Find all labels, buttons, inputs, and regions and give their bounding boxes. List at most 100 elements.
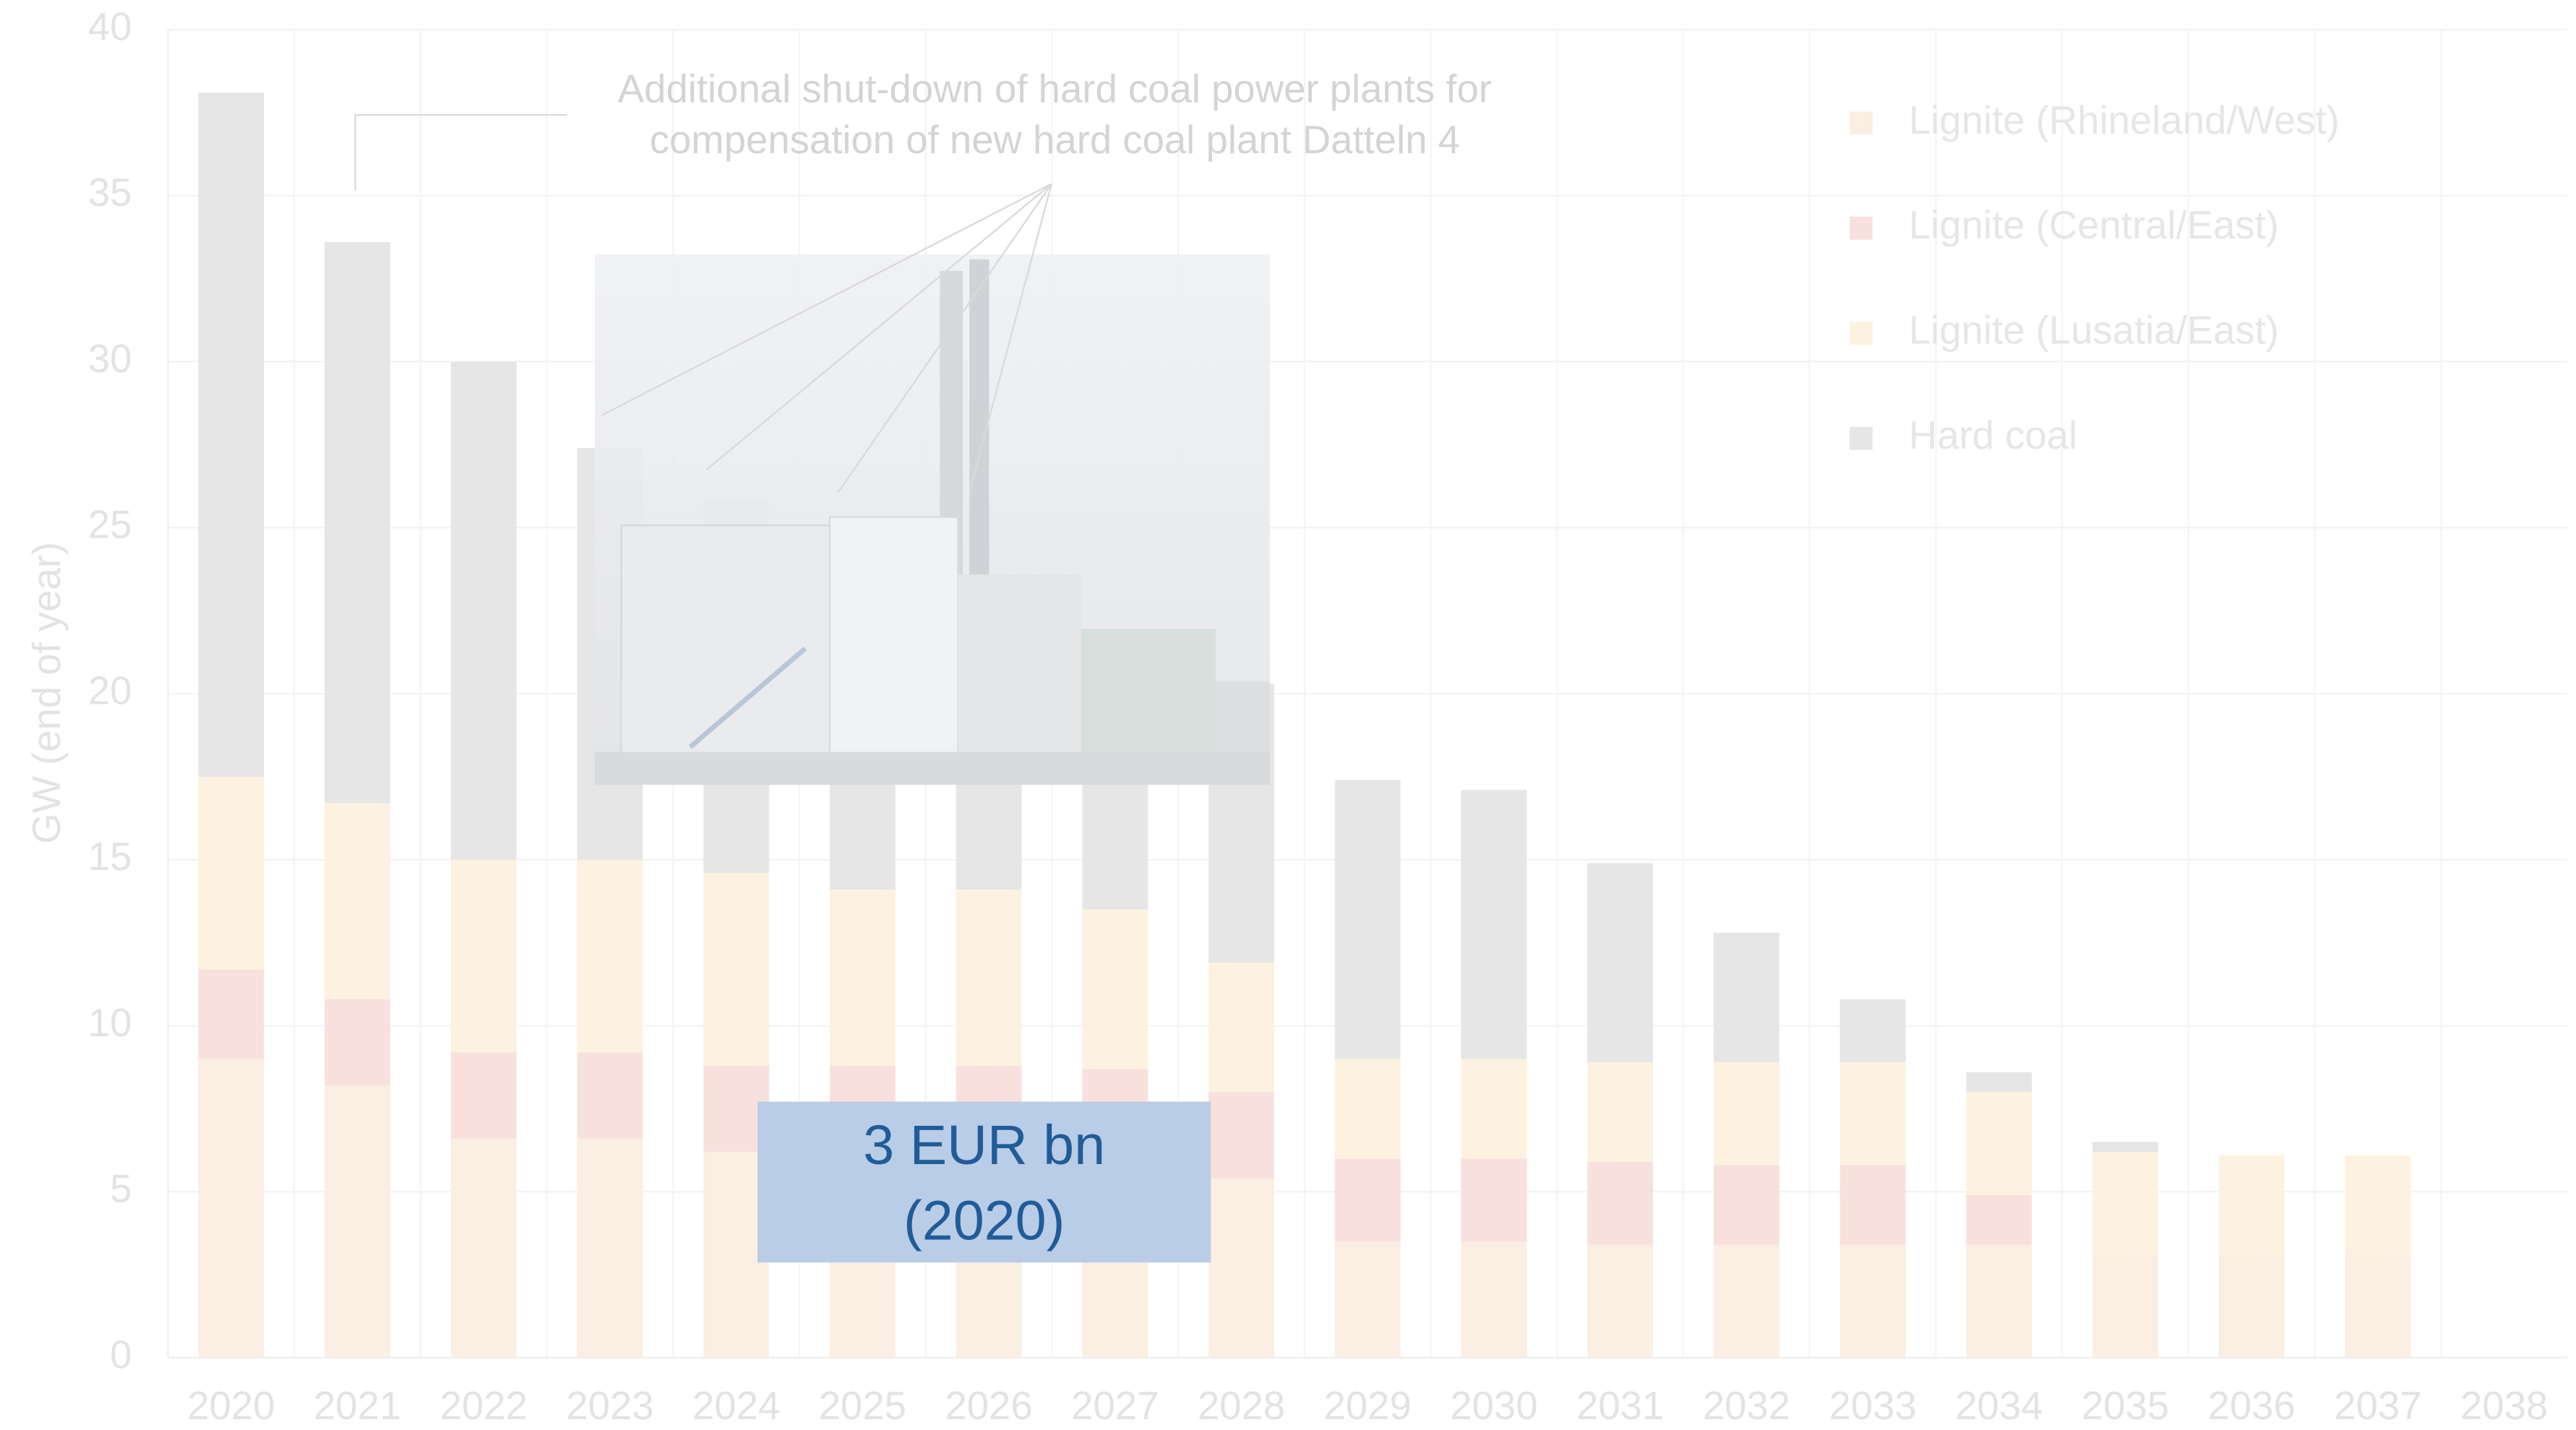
legend-label: Lignite (Lusatia/East)	[1909, 309, 2279, 353]
bar-segment	[325, 999, 390, 1086]
y-tick-label: 40	[88, 4, 132, 48]
x-tick-label: 2037	[2334, 1384, 2421, 1428]
y-tick-label: 30	[88, 337, 132, 381]
x-tick-label: 2027	[1071, 1384, 1159, 1428]
legend: Lignite (Rhineland/West) Lignite (Central…	[1850, 98, 2340, 457]
x-tick-label: 2022	[440, 1384, 528, 1428]
bar-segment	[1461, 1158, 1527, 1242]
bar-segment	[1334, 1241, 1401, 1358]
y-tick-label: 5	[110, 1167, 132, 1211]
bar-segment	[1461, 1241, 1527, 1358]
y-tick-label: 35	[88, 171, 132, 215]
bar-segment	[1461, 790, 1527, 1059]
x-tick-label: 2035	[2082, 1384, 2169, 1428]
bar-segment	[1461, 1059, 1527, 1159]
bar-segment	[1839, 1244, 1906, 1358]
x-tick-label: 2033	[1829, 1384, 1916, 1428]
bar-segment	[2345, 1155, 2411, 1255]
bar-segment	[1713, 1244, 1779, 1358]
y-tick-label: 15	[88, 835, 132, 879]
bar-segment	[2218, 1155, 2285, 1255]
bar-segment	[325, 803, 390, 999]
bar-segment	[2218, 1254, 2285, 1358]
bar-segment	[1713, 1062, 1779, 1166]
x-tick-label: 2024	[692, 1384, 780, 1428]
photo	[595, 254, 1271, 785]
bar-segment	[450, 1138, 517, 1358]
annotation-leaders	[354, 113, 1052, 494]
bar-segment	[450, 1052, 517, 1139]
legend-swatch	[1850, 216, 1873, 240]
bar-segment	[1208, 1092, 1274, 1179]
bar-segment	[2092, 1152, 2158, 1255]
y-tick-label: 10	[88, 1001, 132, 1045]
bar-segment	[1334, 1059, 1401, 1159]
legend-label: Hard coal	[1909, 413, 2077, 457]
bar-segment	[198, 776, 265, 970]
bar-segment	[1082, 909, 1149, 1069]
bar-segment	[1587, 1244, 1654, 1358]
bar-segment	[1713, 1165, 1779, 1245]
bar-segment	[325, 241, 390, 804]
x-tick-label: 2034	[1955, 1384, 2043, 1428]
bar-segment	[1208, 962, 1274, 1093]
annotation: Additional shut-down of hard coal power …	[618, 67, 1492, 111]
legend-swatch	[1850, 111, 1873, 135]
bar-segment	[577, 1052, 643, 1139]
x-tick-label: 2030	[1450, 1384, 1537, 1428]
legend-swatch	[1850, 426, 1873, 450]
x-tick-label: 2029	[1324, 1384, 1412, 1428]
bar-segment	[198, 1059, 265, 1358]
x-tick-label: 2032	[1703, 1384, 1790, 1428]
bar-segment	[450, 859, 517, 1053]
x-tick-label: 2031	[1576, 1384, 1664, 1428]
bar-segment	[450, 361, 517, 860]
bar-segment	[1334, 1158, 1401, 1242]
y-axis-label: GW (end of year)	[25, 542, 69, 844]
callout-text: 3 EUR bn	[863, 1114, 1105, 1176]
bar-segment	[1966, 1072, 2032, 1093]
x-tick-label: 2026	[945, 1384, 1032, 1428]
bar-segment	[198, 969, 265, 1059]
legend-label: Lignite (Central/East)	[1909, 203, 2279, 247]
x-tick-label: 2028	[1198, 1384, 1285, 1428]
bar-segment	[577, 859, 643, 1053]
x-tick-label: 2036	[2208, 1384, 2296, 1428]
bar-segment	[829, 890, 896, 1066]
x-tick-label: 2021	[314, 1384, 401, 1428]
bar-segment	[1839, 1165, 1906, 1245]
callout-box	[757, 1101, 1211, 1263]
y-tick-label: 20	[88, 668, 132, 712]
bar-segment	[1587, 1062, 1654, 1162]
bar-segment	[1966, 1244, 2032, 1358]
bar-segment	[1966, 1092, 2032, 1195]
bar-segment	[2345, 1254, 2411, 1358]
x-tick-label: 2023	[566, 1384, 653, 1428]
bar-segment	[956, 890, 1022, 1066]
bar-segment	[1966, 1194, 2032, 1245]
x-tick-label: 2038	[2460, 1384, 2548, 1428]
bar-segment	[1587, 1161, 1654, 1245]
legend-swatch	[1850, 322, 1873, 345]
x-tick-label: 2020	[187, 1384, 275, 1428]
legend-label: Lignite (Rhineland/West)	[1909, 98, 2340, 142]
bar-segment	[1839, 999, 1906, 1063]
bar-segment	[1839, 1062, 1906, 1166]
y-tick-label: 25	[88, 503, 132, 547]
bar-segment	[1334, 780, 1401, 1059]
x-tick-label: 2025	[819, 1384, 906, 1428]
annotation: compensation of new hard coal plant Datt…	[650, 118, 1460, 162]
bar-segment	[703, 873, 770, 1066]
bar-segment	[1587, 863, 1654, 1063]
bar-segment	[577, 1138, 643, 1358]
y-tick-label: 0	[110, 1332, 132, 1377]
bar-segment	[1208, 1178, 1274, 1358]
bar-segment	[2092, 1254, 2158, 1358]
bar-segment	[325, 1085, 390, 1358]
bar-segment	[2092, 1142, 2158, 1153]
bar-segment	[1713, 932, 1779, 1063]
bar-segment	[198, 92, 265, 777]
